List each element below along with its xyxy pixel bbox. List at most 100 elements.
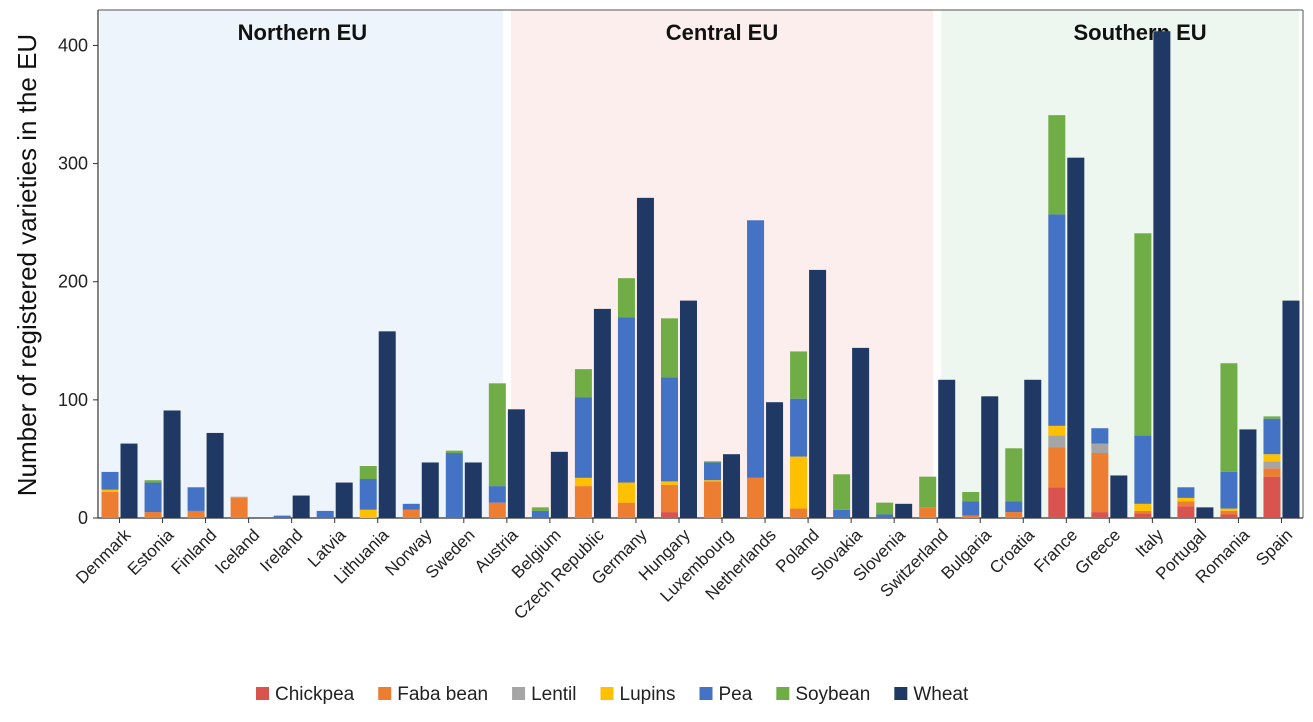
bar-segment-soybean xyxy=(359,466,377,480)
y-tick-label: 0 xyxy=(78,508,88,528)
x-tick-label: Croatia xyxy=(986,525,1039,578)
bar-segment-soybean xyxy=(574,369,592,398)
bar-segment-soybean xyxy=(704,461,722,463)
region-background-2 xyxy=(941,10,1299,518)
bar-segment-pea xyxy=(1220,471,1238,509)
bar-segment-pea xyxy=(617,317,635,483)
bar-segment-faba-bean xyxy=(660,484,678,513)
bar-wheat xyxy=(507,409,525,518)
bar-segment-chickpea xyxy=(1134,513,1152,518)
bar-segment-pea xyxy=(876,514,894,518)
bar-segment-soybean xyxy=(488,383,506,487)
bar-segment-faba-bean xyxy=(402,509,420,518)
bar-segment-faba-bean xyxy=(101,492,119,518)
bar-segment-faba-bean xyxy=(962,515,980,518)
bar-segment-faba-bean xyxy=(617,502,635,518)
bar-segment-soybean xyxy=(1048,115,1066,215)
bar-segment-soybean xyxy=(144,480,162,483)
bar-segment-chickpea xyxy=(1091,512,1109,518)
bar-segment-soybean xyxy=(1220,363,1238,472)
bar-segment-faba-bean xyxy=(1263,468,1281,477)
bar-segment-faba-bean xyxy=(1091,453,1109,513)
bar-segment-lupins xyxy=(359,509,377,518)
bar-segment-lupins xyxy=(1263,454,1281,462)
x-axis-labels: DenmarkEstoniaFinlandIcelandIrelandLatvi… xyxy=(72,518,1296,623)
bar-segment-faba-bean xyxy=(144,512,162,518)
bar-wheat xyxy=(163,410,181,518)
bar-segment-lupins xyxy=(574,477,592,487)
bar-wheat xyxy=(636,197,654,518)
bar-segment-lupins xyxy=(617,482,635,503)
bar-segment-pea xyxy=(1177,487,1195,498)
bar-wheat xyxy=(1239,429,1257,518)
bar-wheat xyxy=(852,347,870,518)
region-label: Central EU xyxy=(666,20,778,45)
x-tick-label: Ireland xyxy=(256,525,306,575)
bar-segment-faba-bean xyxy=(1005,512,1023,518)
region-background-1 xyxy=(510,10,934,518)
bar-segment-faba-bean xyxy=(1220,510,1238,515)
bar-wheat xyxy=(292,495,310,518)
bar-segment-faba-bean xyxy=(1177,501,1195,507)
bar-wheat xyxy=(981,396,999,518)
bar-wheat xyxy=(206,432,224,518)
bar-segment-faba-bean xyxy=(919,507,937,518)
bar-wheat xyxy=(938,379,956,518)
legend-swatch xyxy=(378,687,392,700)
legend-swatch xyxy=(512,687,526,700)
bar-segment-lentil xyxy=(1091,443,1109,454)
region-background-0 xyxy=(100,10,503,518)
bar-wheat xyxy=(1024,379,1042,518)
bar-segment-pea xyxy=(531,510,549,518)
legend-label: Lupins xyxy=(620,684,676,705)
x-tick-label: Finland xyxy=(168,525,221,578)
bar-wheat xyxy=(335,482,353,518)
x-tick-label: Estonia xyxy=(124,525,178,579)
bar-segment-pea xyxy=(101,471,119,490)
bar-segment-chickpea xyxy=(660,512,678,518)
legend-swatch xyxy=(894,687,908,700)
x-tick-label: France xyxy=(1030,525,1081,576)
bar-wheat xyxy=(809,269,827,518)
bar-wheat xyxy=(1067,157,1085,518)
bar-segment-faba-bean xyxy=(1048,447,1066,488)
legend-label: Wheat xyxy=(913,684,969,705)
y-tick-label: 400 xyxy=(58,35,88,55)
bar-segment-soybean xyxy=(531,507,549,511)
legend-swatch xyxy=(776,687,790,700)
x-tick-label: Greece xyxy=(1071,525,1124,578)
bar-segment-chickpea xyxy=(1220,514,1238,518)
bar-segment-faba-bean xyxy=(488,502,506,518)
bar-wheat xyxy=(723,454,741,518)
bar-segment-pea xyxy=(1091,428,1109,444)
bar-wheat xyxy=(120,443,138,518)
bar-segment-soybean xyxy=(790,351,808,399)
bar-wheat xyxy=(378,331,396,518)
bar-wheat xyxy=(1282,300,1300,518)
bar-segment-faba-bean xyxy=(747,477,765,518)
bar-segment-lentil xyxy=(1048,435,1066,448)
region-backgrounds: Northern EU Central EU Southern EU xyxy=(100,10,1299,518)
x-tick-label: Italy xyxy=(1132,525,1168,561)
bar-segment-pea xyxy=(445,453,463,518)
bar-wheat xyxy=(1153,31,1171,519)
bar-segment-lupins xyxy=(1048,425,1066,436)
legend-label: Chickpea xyxy=(275,684,355,705)
bar-segment-lupins xyxy=(1177,497,1195,502)
bar-wheat xyxy=(679,300,697,518)
legend-swatch xyxy=(256,687,269,700)
bar-segment-faba-bean xyxy=(574,486,592,518)
bar-segment-pea xyxy=(1134,435,1152,504)
bar-segment-soybean xyxy=(1005,448,1023,502)
bar-segment-pea xyxy=(1263,418,1281,455)
bar-segment-lentil xyxy=(1263,461,1281,469)
bar-segment-pea xyxy=(359,479,377,510)
bar-segment-soybean xyxy=(1263,416,1281,419)
bar-segment-chickpea xyxy=(1177,506,1195,518)
bar-segment-soybean xyxy=(833,474,851,510)
bar-segment-lupins xyxy=(704,480,722,482)
bar-segment-pea xyxy=(790,398,808,457)
bar-segment-pea xyxy=(273,515,291,518)
bar-wheat xyxy=(464,462,482,518)
